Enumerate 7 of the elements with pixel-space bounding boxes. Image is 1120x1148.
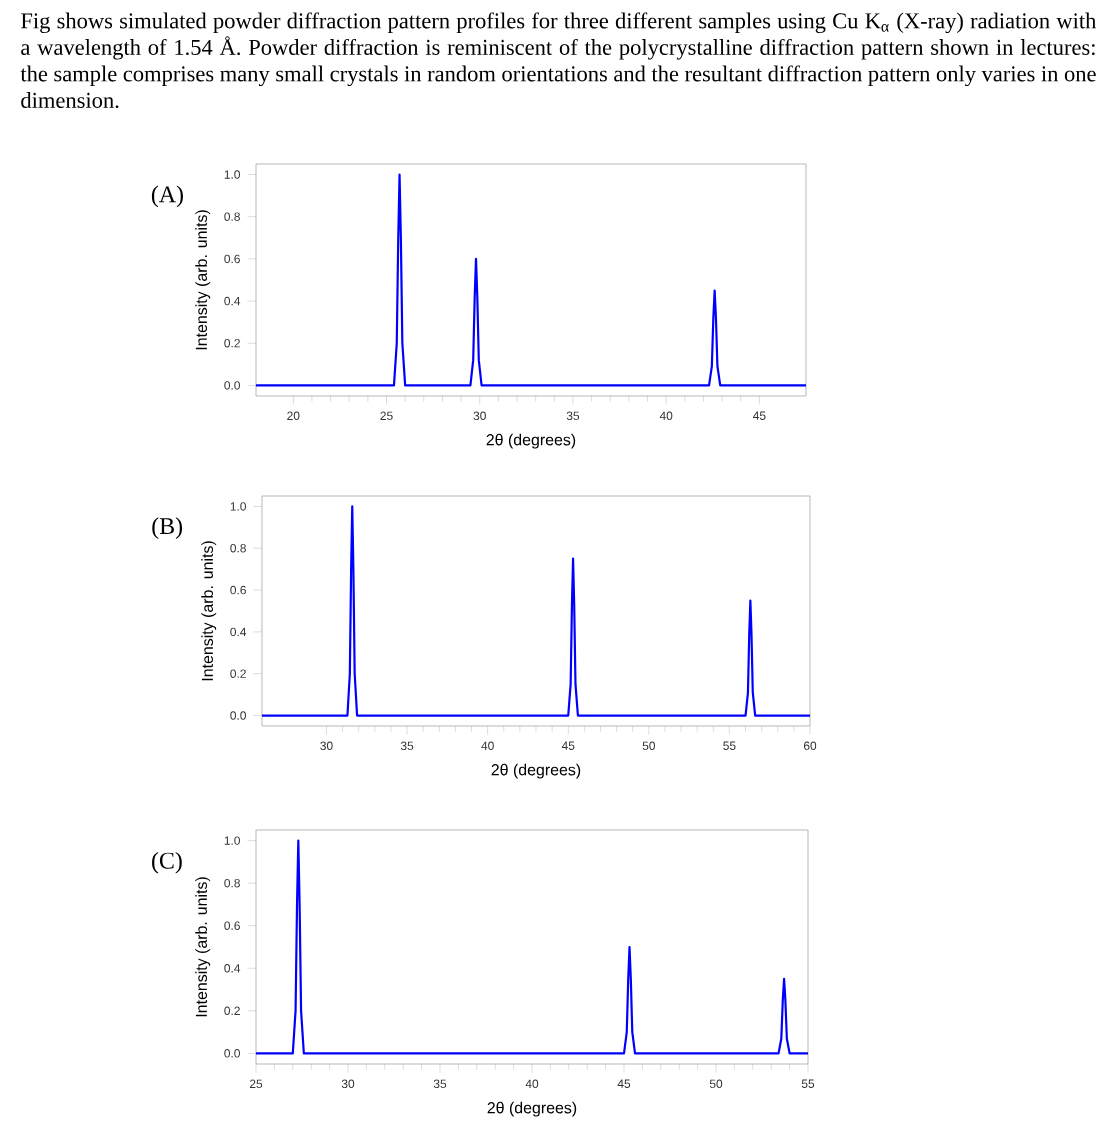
text: Fig shows simulated powder diffraction pattern profiles for three different samples using Cu K$_{α}$ (X-ray) radiation with a wavelength of 1.54 Å. Powder diffraction is reminiscent of the polycrystalline diffraction pattern shown in lectures: the sample comprises many small crystals in random orientations and the resultant diffraction pattern only varies in one dimension. xyxy=(20,12,1097,109)
line-series xyxy=(254,173,808,387)
text: (C) xyxy=(152,851,182,874)
line-series xyxy=(254,839,810,1055)
text: (A) xyxy=(151,185,183,208)
text: (B) xyxy=(152,517,183,540)
line-series xyxy=(260,505,812,717)
